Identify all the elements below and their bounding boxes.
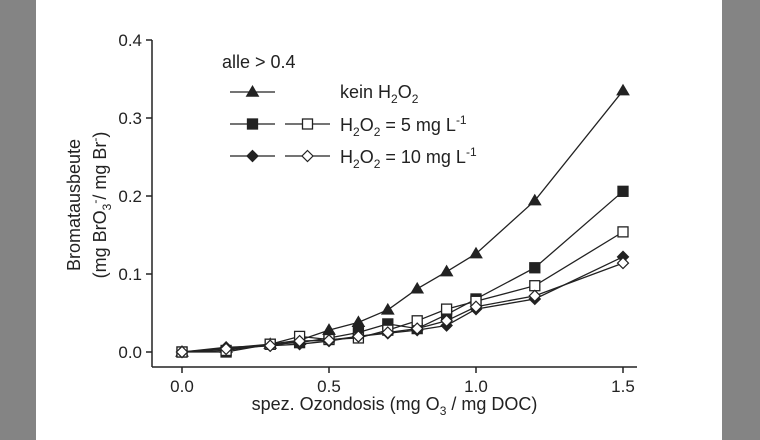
- data-point-diamond-open: [469, 300, 483, 314]
- legend-label-kein-h2o2: kein H2O2: [340, 82, 419, 106]
- x-tick-label: 1.5: [611, 377, 635, 396]
- data-point-diamond-open: [352, 330, 365, 343]
- legend-marker-diamond-filled: [246, 149, 259, 163]
- legend-marker-square-open: [301, 118, 314, 130]
- x-tick-label: 1.0: [464, 377, 488, 396]
- data-point-square-filled: [617, 185, 629, 197]
- y-axis-label-line1: Bromatausbeute: [64, 139, 84, 271]
- series-line-diamond-filled: [181, 256, 624, 353]
- data-point-triangle-filled: [410, 281, 425, 294]
- data-point-diamond-open: [440, 314, 453, 328]
- y-tick-label: 0.4: [118, 31, 142, 50]
- data-point-diamond-open: [219, 342, 233, 356]
- y-tick-label: 0.3: [118, 109, 142, 128]
- data-point-triangle-filled: [616, 83, 630, 96]
- legend-label-h2o2-10: H2O2 = 10 mg L-1: [340, 145, 477, 171]
- data-point-diamond-open: [322, 333, 336, 347]
- data-point-triangle-filled: [439, 264, 454, 277]
- y-axis-label-line2: (mg BrO3-/ mg Br-): [88, 132, 114, 279]
- legend-marker-square-filled: [246, 118, 259, 130]
- data-point-square-open: [617, 226, 629, 238]
- data-point-diamond-open: [616, 256, 630, 270]
- legend-label-h2o2-5: H2O2 = 5 mg L-1: [340, 113, 467, 139]
- y-tick-label: 0.2: [118, 187, 142, 206]
- y-tick-label: 0.1: [118, 265, 142, 284]
- data-point-triangle-filled: [527, 193, 542, 206]
- data-point-square-filled: [529, 262, 541, 274]
- data-point-diamond-open: [381, 326, 395, 339]
- x-axis-label: spez. Ozondosis (mg O3 / mg DOC): [252, 394, 538, 418]
- data-point-diamond-open: [410, 322, 424, 335]
- x-tick-label: 0.5: [317, 377, 341, 396]
- data-point-diamond-open: [293, 334, 306, 348]
- data-point-diamond-open: [263, 339, 277, 353]
- data-point-diamond-open: [175, 345, 189, 359]
- data-point-triangle-filled: [351, 315, 366, 328]
- legend-marker-diamond-open: [301, 149, 314, 163]
- y-tick-label: 0.0: [118, 343, 142, 362]
- series-line-diamond-open: [181, 262, 624, 353]
- legend-header: alle > 0.4: [222, 52, 296, 72]
- data-point-diamond-open: [528, 289, 542, 303]
- data-point-square-open: [440, 303, 453, 315]
- data-point-triangle-filled: [469, 246, 483, 259]
- legend-marker-triangle-filled: [245, 85, 260, 97]
- x-tick-label: 0.0: [170, 377, 194, 396]
- data-point-triangle-filled: [380, 302, 395, 315]
- series-line-square-open: [181, 231, 624, 353]
- data-point-square-open: [529, 280, 541, 292]
